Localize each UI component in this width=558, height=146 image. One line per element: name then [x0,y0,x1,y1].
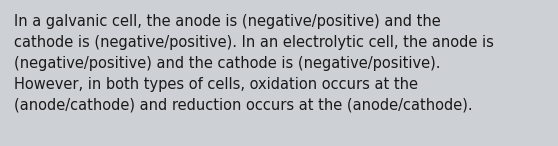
Text: cathode is (negative/positive). In an electrolytic cell, the anode is: cathode is (negative/positive). In an el… [14,35,494,50]
Text: However, in both types of cells, oxidation occurs at the: However, in both types of cells, oxidati… [14,77,418,92]
Text: In a galvanic cell, the anode is (negative/positive) and the: In a galvanic cell, the anode is (negati… [14,14,441,29]
Text: (anode/cathode) and reduction occurs at the (anode/cathode).: (anode/cathode) and reduction occurs at … [14,98,473,113]
Text: (negative/positive) and the cathode is (negative/positive).: (negative/positive) and the cathode is (… [14,56,440,71]
